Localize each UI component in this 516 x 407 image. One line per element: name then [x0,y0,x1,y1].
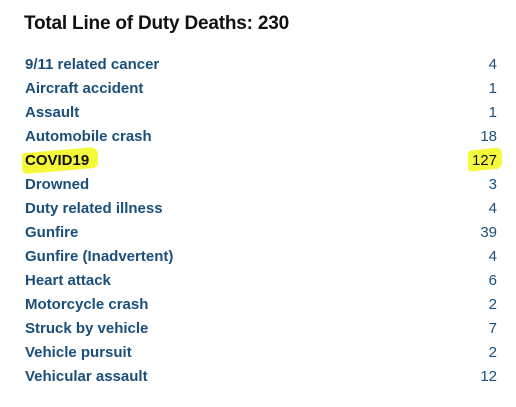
death-count: 18 [480,128,497,145]
cause-link[interactable]: Vehicular assault [25,368,148,385]
cause-link[interactable]: Vehicle pursuit [25,344,132,361]
cause-of-death-list: 9/11 related cancer 4 Aircraft accident … [0,53,516,389]
list-item: Aircraft accident 1 [0,77,516,101]
cause-link[interactable]: Heart attack [25,272,111,289]
death-count: 12 [480,368,497,385]
death-count: 2 [488,296,497,313]
death-count: 1 [488,104,497,121]
list-item: Automobile crash 18 [0,125,516,149]
list-item: Assault 1 [0,101,516,125]
death-count: 4 [488,56,497,73]
list-item: Heart attack 6 [0,269,516,293]
list-item: Motorcycle crash 2 [0,293,516,317]
cause-link[interactable]: Automobile crash [25,128,152,145]
death-count: 7 [488,320,497,337]
cause-link[interactable]: COVID19 [25,152,90,169]
cause-link[interactable]: Aircraft accident [25,80,144,97]
death-count: 39 [480,224,497,241]
cause-link[interactable]: 9/11 related cancer [25,56,160,73]
list-item: Gunfire 39 [0,221,516,245]
death-count: 6 [488,272,497,289]
death-count: 1 [488,80,497,97]
cause-link[interactable]: Motorcycle crash [25,296,149,313]
cause-link[interactable]: Assault [25,104,80,121]
list-item: Duty related illness 4 [0,197,516,221]
cause-link[interactable]: Gunfire (Inadvertent) [25,248,174,265]
list-item: Struck by vehicle 7 [0,317,516,341]
cause-link[interactable]: Struck by vehicle [25,320,149,337]
death-count: 2 [488,344,497,361]
list-item-highlighted: COVID19 127 [0,146,516,175]
list-item: Gunfire (Inadvertent) 4 [0,245,516,269]
page-title: Total Line of Duty Deaths: 230 [24,13,289,34]
death-count: 127 [471,152,497,169]
death-count: 4 [488,248,497,265]
death-count: 3 [488,176,497,193]
cause-link[interactable]: Duty related illness [25,200,163,217]
death-count: 4 [488,200,497,217]
list-item: Vehicular assault 12 [0,365,516,389]
list-item: 9/11 related cancer 4 [0,53,516,77]
list-item: Vehicle pursuit 2 [0,341,516,365]
list-item: Drowned 3 [0,173,516,197]
cause-link[interactable]: Drowned [25,176,90,193]
cause-link[interactable]: Gunfire [25,224,79,241]
